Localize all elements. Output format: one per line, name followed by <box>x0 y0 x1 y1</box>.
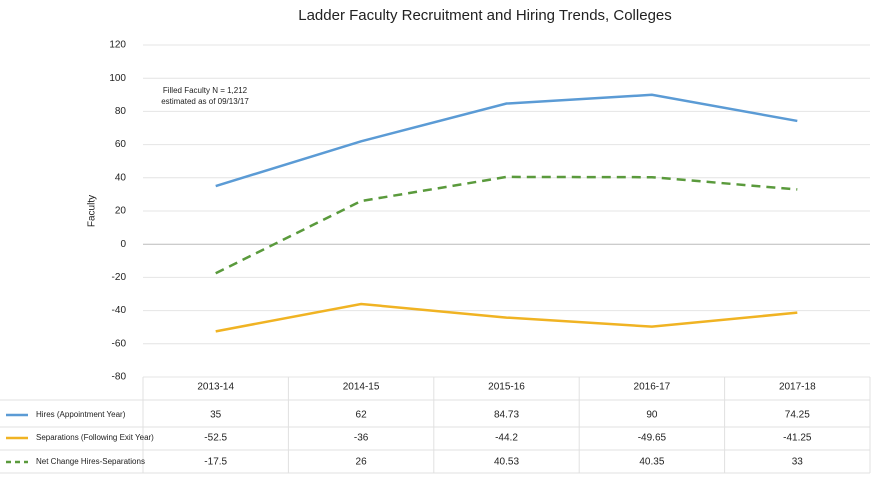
table-value: -36 <box>354 433 369 444</box>
table-value: 40.53 <box>494 457 519 468</box>
y-tick-label: 80 <box>115 106 127 117</box>
y-tick-label: -80 <box>112 372 127 383</box>
line-series <box>215 175 798 275</box>
table-value: 40.35 <box>639 457 664 468</box>
y-tick-label: -60 <box>112 338 127 349</box>
table-value: -49.65 <box>638 433 667 444</box>
table-value: -17.5 <box>204 457 227 468</box>
table-value: 26 <box>356 457 368 468</box>
x-tick-label: 2015-16 <box>488 382 525 393</box>
table-value: 33 <box>792 457 804 468</box>
table-value: -44.2 <box>495 433 518 444</box>
y-tick-label: 20 <box>115 206 127 217</box>
table-value: 84.73 <box>494 410 519 421</box>
x-tick-label: 2014-15 <box>343 382 380 393</box>
annotation: Filled Faculty N = 1,212 <box>163 86 248 95</box>
legend-label: Net Change Hires-Separations <box>36 457 145 466</box>
y-tick-label: 120 <box>109 40 126 51</box>
table-value: 74.25 <box>785 410 810 421</box>
y-tick-label: -40 <box>112 305 127 316</box>
table-value: 90 <box>646 410 658 421</box>
legend-label: Separations (Following Exit Year) <box>36 433 154 442</box>
line-series <box>215 302 798 333</box>
table-value: 35 <box>210 410 222 421</box>
y-tick-label: 100 <box>109 73 126 84</box>
y-axis-label: Faculty <box>87 195 98 227</box>
annotation: estimated as of 09/13/17 <box>161 97 249 106</box>
x-tick-label: 2013-14 <box>197 382 234 393</box>
y-tick-label: -20 <box>112 272 127 283</box>
x-tick-label: 2017-18 <box>779 382 816 393</box>
y-tick-label: 40 <box>115 172 127 183</box>
legend-label: Hires (Appointment Year) <box>36 410 126 419</box>
y-tick-label: 0 <box>120 239 126 250</box>
table-value: 62 <box>356 410 368 421</box>
x-tick-label: 2016-17 <box>634 382 671 393</box>
y-tick-label: 60 <box>115 139 127 150</box>
table-value: -41.25 <box>783 433 812 444</box>
table-value: -52.5 <box>204 433 227 444</box>
chart-title: Ladder Faculty Recruitment and Hiring Tr… <box>298 7 672 24</box>
line-series <box>215 93 798 188</box>
